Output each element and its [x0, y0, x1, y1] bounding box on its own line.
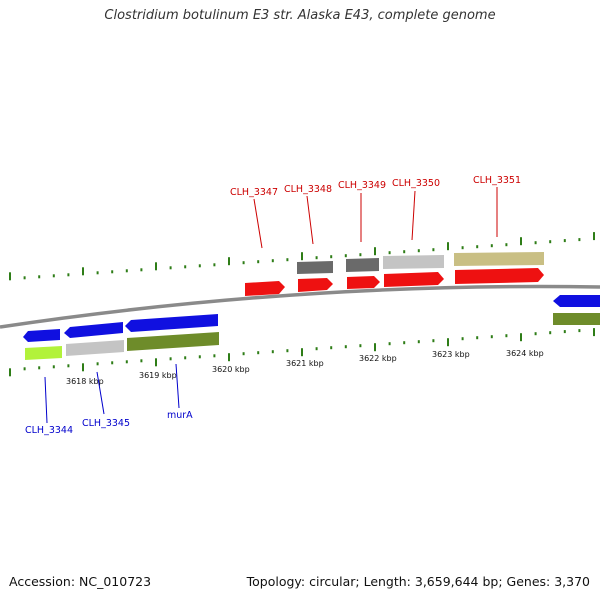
gene-arrow-clh-3348[interactable]	[298, 278, 333, 292]
cds-bar-olive-bottom	[127, 332, 219, 351]
kbp-label-3620: 3620 kbp	[212, 365, 250, 374]
cds-bar-lime	[25, 346, 62, 360]
kbp-label-3624: 3624 kbp	[506, 349, 544, 358]
gene-arrow-clh-3345[interactable]	[64, 322, 123, 338]
bottom-tick-row	[9, 328, 595, 377]
topology-summary: Topology: circular; Length: 3,659,644 bp…	[246, 574, 590, 589]
leader-line-mura	[175, 363, 180, 409]
gene-label-clh-3347[interactable]: CLH_3347	[230, 187, 278, 198]
forward-genes[interactable]	[23, 295, 600, 342]
kbp-label-3623: 3623 kbp	[432, 350, 470, 359]
gene-label-clh-3349[interactable]: CLH_3349	[338, 180, 386, 191]
top-tick-row	[9, 232, 595, 281]
gene-label-clh-3350[interactable]: CLH_3350	[392, 178, 440, 189]
kbp-label-3618: 3618 kbp	[66, 377, 104, 386]
cds-bar-grey-bottom	[66, 340, 124, 356]
kbp-labels: 3618 kbp 3619 kbp 3620 kbp 3621 kbp 3622…	[66, 349, 544, 386]
cds-bar-grey-top	[383, 255, 444, 269]
kbp-label-3621: 3621 kbp	[286, 359, 324, 368]
gene-label-clh-3344[interactable]: CLH_3344	[25, 425, 73, 436]
gene-arrow-clh-3347[interactable]	[245, 281, 285, 296]
gene-label-clh-3345[interactable]: CLH_3345	[82, 418, 130, 429]
gene-arrow-clh-3344[interactable]	[23, 329, 60, 342]
cds-bar-khaki	[454, 252, 544, 266]
bottom-cds-bars	[25, 313, 600, 360]
gene-label-mura[interactable]: murA	[167, 410, 193, 421]
gene-label-clh-3351[interactable]: CLH_3351	[473, 175, 521, 186]
kbp-label-3622: 3622 kbp	[359, 354, 397, 363]
leader-line-clh-3345	[96, 371, 105, 415]
top-cds-bars	[297, 252, 544, 274]
leader-line-clh-3344	[44, 376, 48, 424]
gene-arrow-mura[interactable]	[125, 314, 218, 332]
genome-backbone	[0, 284, 600, 329]
cds-bar-dark-1	[297, 261, 333, 274]
leader-line-clh-3348	[306, 195, 314, 245]
cds-bar-dark-2	[346, 258, 379, 272]
leader-line-clh-3350	[411, 190, 416, 241]
gene-arrow-clh-3351[interactable]	[455, 268, 544, 284]
gene-arrow-clh-3349[interactable]	[347, 276, 380, 289]
gene-label-clh-3348[interactable]: CLH_3348	[284, 184, 332, 195]
top-gene-labels: CLH_3347 CLH_3348 CLH_3349 CLH_3350 CLH_…	[230, 175, 521, 249]
accession-text: Accession: NC_010723	[9, 574, 152, 589]
gene-arrow-clh-3350[interactable]	[384, 272, 444, 287]
map-title: Clostridium botulinum E3 str. Alaska E43…	[104, 8, 496, 23]
kbp-label-3619: 3619 kbp	[139, 371, 177, 380]
bottom-gene-labels: CLH_3344 CLH_3345 murA	[25, 363, 193, 436]
reverse-genes[interactable]	[245, 268, 544, 296]
cds-bar-olive-right	[553, 313, 600, 325]
gene-arrow-right-edge[interactable]	[553, 295, 600, 307]
leader-line-clh-3347	[253, 198, 263, 249]
